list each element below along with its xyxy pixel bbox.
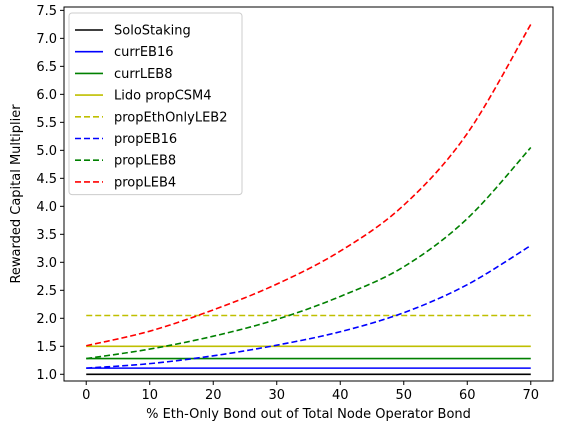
x-tick-label: 60 — [459, 388, 476, 403]
y-tick-label: 6.0 — [36, 88, 57, 103]
plot-frame — [63, 6, 554, 382]
y-axis: 1.0 1.5 2.0 2.5 3.0 3.5 4.0 4.5 5.0 5.5 6.0 6.5 7.0 7… — [36, 4, 64, 383]
legend-label: propEthOnlyLEB2 — [114, 110, 228, 125]
y-tick-label: 2.0 — [36, 312, 57, 327]
y-tick-label: 4.0 — [36, 200, 57, 215]
y-tick-label: 4.5 — [36, 172, 57, 187]
y-axis-label: Rewarded Capital Multiplier — [9, 104, 24, 284]
y-tick-label: 7.0 — [36, 32, 57, 47]
series-line-propleb4 — [86, 23, 532, 347]
x-tick-label: 50 — [395, 388, 412, 403]
legend-label: propLEB4 — [114, 175, 176, 190]
x-tick-label: 30 — [268, 388, 285, 403]
x-tick-label: 10 — [141, 388, 158, 403]
y-tick-label: 3.5 — [36, 228, 57, 243]
legend-label: currLEB8 — [114, 67, 173, 82]
legend-label: propEB16 — [114, 132, 177, 147]
y-tick-label: 1.5 — [36, 340, 57, 355]
y-tick-label: 1.0 — [36, 368, 57, 383]
x-tick-label: 0 — [82, 388, 90, 403]
y-tick-label: 3.0 — [36, 256, 57, 271]
y-tick-label: 2.5 — [36, 284, 57, 299]
x-axis-label: % Eth-Only Bond out of Total Node Operat… — [146, 407, 471, 422]
series-layer — [86, 23, 532, 376]
legend-label: propLEB8 — [114, 154, 176, 169]
legend-label: Lido propCSM4 — [114, 89, 212, 104]
legend: SoloStaking currEB16 currLEB8 Lido propCSM4… — [68, 12, 243, 196]
y-tick-label: 5.5 — [36, 116, 57, 131]
y-tick-label: 5.0 — [36, 144, 57, 159]
legend-box — [68, 12, 243, 196]
y-tick-label: 7.5 — [36, 4, 57, 19]
x-axis: 0 10 20 30 40 50 60 70 — [82, 381, 539, 403]
y-tick-label: 6.5 — [36, 60, 57, 75]
x-tick-label: 70 — [522, 388, 539, 403]
legend-label: currEB16 — [114, 45, 174, 60]
x-tick-label: 40 — [332, 388, 349, 403]
series-line-propeb16 — [86, 244, 532, 369]
legend-label: SoloStaking — [114, 24, 191, 39]
x-tick-label: 20 — [205, 388, 222, 403]
series-line-propleb8 — [86, 147, 532, 360]
